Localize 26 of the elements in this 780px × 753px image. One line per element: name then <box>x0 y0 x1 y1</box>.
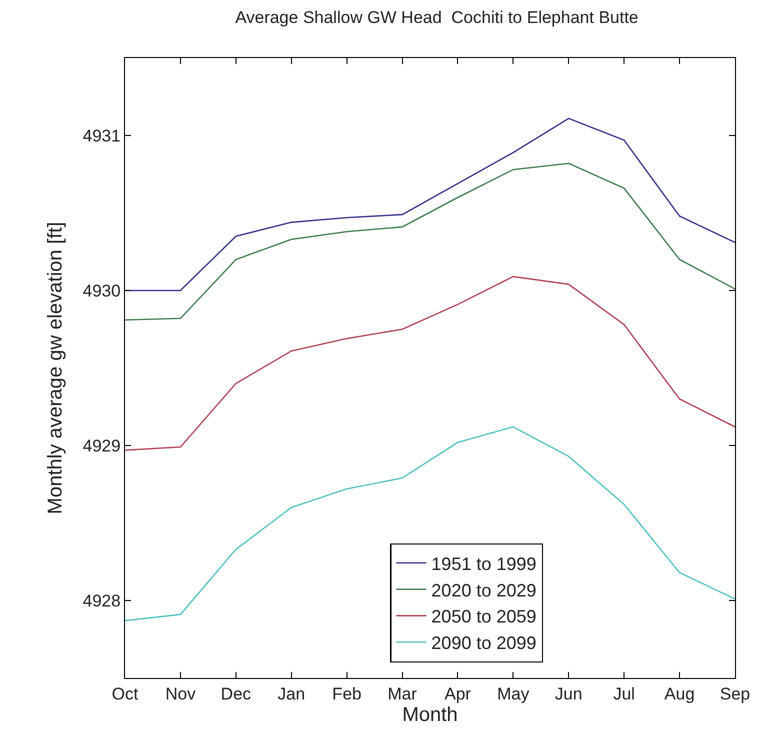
x-tick-label: Feb <box>332 684 362 704</box>
x-tick-label: Nov <box>165 684 196 704</box>
x-tick-label: Apr <box>444 684 472 704</box>
x-tick-label: Dec <box>220 684 252 704</box>
y-tick-label: 4930 <box>82 281 121 300</box>
x-axis-title: Month <box>402 704 458 726</box>
y-axis-title: Monthly average gw elevation [ft] <box>44 222 66 514</box>
legend-label: 2050 to 2059 <box>431 606 536 627</box>
legend-label: 1951 to 1999 <box>431 554 536 574</box>
x-tick-label: Sep <box>720 684 750 704</box>
x-tick-label: Oct <box>112 684 138 704</box>
y-tick-label: 4931 <box>82 126 121 146</box>
x-tick-label: Jan <box>278 684 306 704</box>
chart-title: Average Shallow GW Head Cochiti to Elephant Butte <box>235 8 638 28</box>
x-tick-label: Mar <box>388 684 418 704</box>
legend-label: 2090 to 2099 <box>431 633 536 654</box>
line-series <box>125 162 735 321</box>
line-series <box>125 426 735 622</box>
x-tick-label: Jun <box>554 684 582 704</box>
line-series <box>125 276 735 451</box>
x-tick-label: Aug <box>664 684 695 704</box>
y-tick-label: 4928 <box>82 591 121 610</box>
x-tick-label: May <box>497 684 530 704</box>
y-tick-label: 4929 <box>82 436 121 456</box>
x-tick-label: Jul <box>613 684 635 704</box>
legend-label: 2020 to 2029 <box>431 580 536 600</box>
